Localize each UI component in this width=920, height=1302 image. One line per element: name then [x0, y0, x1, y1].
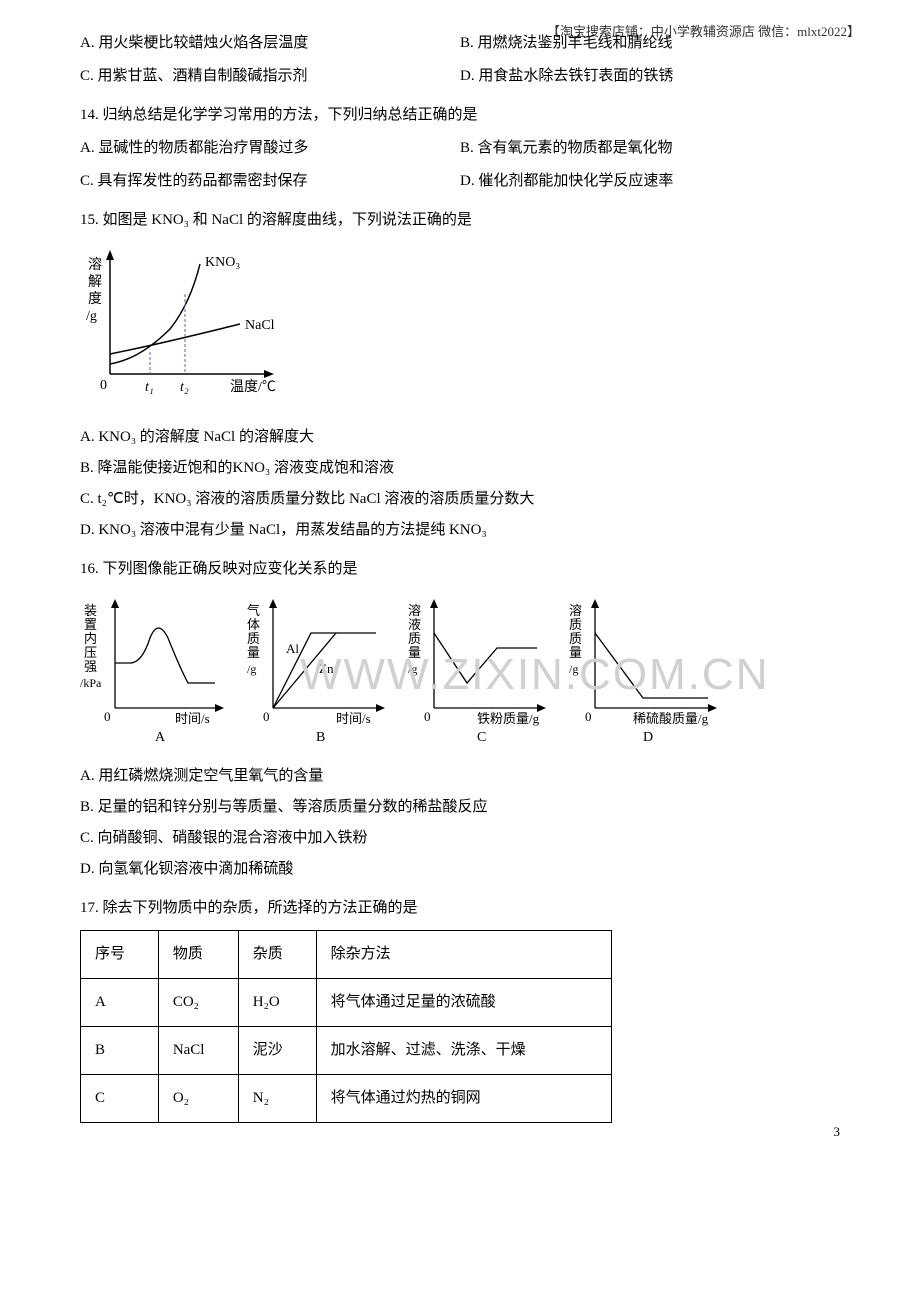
th-substance: 物质: [158, 931, 238, 979]
svg-text:度: 度: [88, 291, 102, 307]
svg-text:0: 0: [424, 709, 431, 724]
svg-text:0: 0: [263, 709, 270, 724]
q15-t2: t₂: [180, 380, 189, 395]
q16-option-b: B. 足量的铝和锌分别与等质量、等溶质质量分数的稀盐酸反应: [80, 794, 840, 821]
q15-option-a: A. KNO₃ 的溶解度 NaCl 的溶解度大: [80, 424, 840, 451]
svg-text:C: C: [477, 730, 486, 745]
svg-text:压: 压: [84, 645, 97, 660]
q16-chart-c: 溶 液 质 量 /g 0 铁粉质量/g C: [402, 593, 557, 753]
svg-text:量: 量: [569, 645, 582, 660]
svg-text:液: 液: [408, 617, 421, 632]
svg-text:装: 装: [84, 603, 97, 618]
svg-text:Al: Al: [286, 641, 299, 656]
svg-text:时间/s: 时间/s: [336, 711, 371, 726]
q15-option-d: D. KNO₃ 溶液中混有少量 NaCl，用蒸发结晶的方法提纯 KNO₃: [80, 517, 840, 544]
q14-options-row1: A. 显碱性的物质都能治疗胃酸过多 B. 含有氧元素的物质都是氧化物: [80, 135, 840, 162]
q14-option-c: C. 具有挥发性的药品都需密封保存: [80, 168, 460, 195]
svg-text:体: 体: [247, 617, 260, 632]
cell: C: [81, 1075, 159, 1123]
svg-text:稀硫酸质量/g: 稀硫酸质量/g: [633, 711, 709, 726]
svg-text:量: 量: [408, 645, 421, 660]
cell: O₂: [158, 1075, 238, 1123]
q14-options-row2: C. 具有挥发性的药品都需密封保存 D. 催化剂都能加快化学反应速率: [80, 168, 840, 195]
svg-text:溶: 溶: [569, 603, 582, 618]
q14-option-a: A. 显碱性的物质都能治疗胃酸过多: [80, 135, 460, 162]
q16-option-a: A. 用红磷燃烧测定空气里氧气的含量: [80, 763, 840, 790]
q13-options-row2: C. 用紫甘蓝、酒精自制酸碱指示剂 D. 用食盐水除去铁钉表面的铁锈: [80, 63, 840, 90]
q15-option-b: B. 降温能使接近饱和的KNO₃ 溶液变成饱和溶液: [80, 455, 840, 482]
svg-text:溶: 溶: [408, 603, 421, 618]
svg-text:置: 置: [84, 617, 97, 632]
q16-chart-d: 溶 质 质 量 /g 0 稀硫酸质量/g D: [563, 593, 733, 753]
cell: 将气体通过足量的浓硫酸: [316, 979, 611, 1027]
svg-text:解: 解: [88, 274, 102, 290]
table-row: A CO₂ H₂O 将气体通过足量的浓硫酸: [81, 979, 612, 1027]
table-row: C O₂ N₂ 将气体通过灼热的铜网: [81, 1075, 612, 1123]
svg-text:时间/s: 时间/s: [175, 711, 210, 726]
table-header-row: 序号 物质 杂质 除杂方法: [81, 931, 612, 979]
svg-text:/g: /g: [86, 309, 97, 324]
q16-option-d: D. 向氢氧化钡溶液中滴加稀硫酸: [80, 856, 840, 883]
svg-text:D: D: [643, 730, 653, 745]
svg-text:质: 质: [569, 631, 582, 646]
th-seq: 序号: [81, 931, 159, 979]
cell: N₂: [238, 1075, 316, 1123]
svg-text:0: 0: [585, 709, 592, 724]
q15-stem: 15. 如图是 KNO₃ 和 NaCl 的溶解度曲线，下列说法正确的是: [80, 207, 840, 234]
page-number: 3: [834, 1120, 841, 1143]
svg-text:铁粉质量/g: 铁粉质量/g: [477, 711, 540, 726]
q14-option-b: B. 含有氧元素的物质都是氧化物: [460, 135, 840, 162]
cell: NaCl: [158, 1027, 238, 1075]
svg-text:/g: /g: [408, 662, 417, 676]
table-row: B NaCl 泥沙 加水溶解、过滤、洗涤、干燥: [81, 1027, 612, 1075]
cell: CO₂: [158, 979, 238, 1027]
svg-text:/g: /g: [247, 662, 256, 676]
q16-chart-a: 装 置 内 压 强 /kPa 0 时间/s A: [80, 593, 235, 753]
q14-option-d: D. 催化剂都能加快化学反应速率: [460, 168, 840, 195]
q17-table: 序号 物质 杂质 除杂方法 A CO₂ H₂O 将气体通过足量的浓硫酸 B Na…: [80, 930, 612, 1123]
q16-charts: 装 置 内 压 强 /kPa 0 时间/s A 气 体 质 量 /g Al Zn…: [80, 593, 840, 753]
q14-stem: 14. 归纳总结是化学学习常用的方法，下列归纳总结正确的是: [80, 102, 840, 129]
q15-option-c: C. t₂℃时，KNO₃ 溶液的溶质质量分数比 NaCl 溶液的溶质质量分数大: [80, 486, 840, 513]
q15-nacl-label: NaCl: [245, 318, 275, 333]
q13-option-a: A. 用火柴梗比较蜡烛火焰各层温度: [80, 30, 460, 57]
q13-option-b: B. 用燃烧法鉴别羊毛线和腈纶线: [460, 30, 840, 57]
q17-stem: 17. 除去下列物质中的杂质，所选择的方法正确的是: [80, 895, 840, 922]
q16-option-c: C. 向硝酸铜、硝酸银的混合溶液中加入铁粉: [80, 825, 840, 852]
cell: 泥沙: [238, 1027, 316, 1075]
svg-text:质: 质: [247, 631, 260, 646]
q15-ylabel-1: 溶: [88, 257, 102, 273]
cell: H₂O: [238, 979, 316, 1027]
cell: 加水溶解、过滤、洗涤、干燥: [316, 1027, 611, 1075]
q15-chart: 溶 解 度 /g 温度/℃ 0 NaCl KNO₃ t₁ t₂: [80, 244, 840, 414]
cell: A: [81, 979, 159, 1027]
svg-text:气: 气: [247, 603, 260, 618]
q13-options-row1: A. 用火柴梗比较蜡烛火焰各层温度 B. 用燃烧法鉴别羊毛线和腈纶线: [80, 30, 840, 57]
th-method: 除杂方法: [316, 931, 611, 979]
q15-xlabel: 温度/℃: [230, 379, 276, 395]
q13-option-c: C. 用紫甘蓝、酒精自制酸碱指示剂: [80, 63, 460, 90]
svg-text:内: 内: [84, 631, 97, 646]
svg-text:强: 强: [84, 659, 97, 674]
svg-text:质: 质: [569, 617, 582, 632]
q16-chart-b: 气 体 质 量 /g Al Zn 0 时间/s B: [241, 593, 396, 753]
svg-text:A: A: [155, 730, 166, 745]
cell: 将气体通过灼热的铜网: [316, 1075, 611, 1123]
svg-text:/kPa: /kPa: [80, 676, 102, 690]
q16-stem: 16. 下列图像能正确反映对应变化关系的是: [80, 556, 840, 583]
svg-text:0: 0: [104, 709, 111, 724]
cell: B: [81, 1027, 159, 1075]
q15-kno3-label: KNO₃: [205, 255, 240, 270]
svg-text:质: 质: [408, 631, 421, 646]
svg-text:B: B: [316, 730, 325, 745]
svg-text:Zn: Zn: [319, 661, 334, 676]
svg-text:量: 量: [247, 645, 260, 660]
q15-t1: t₁: [145, 380, 154, 395]
svg-text:/g: /g: [569, 662, 578, 676]
q13-option-d: D. 用食盐水除去铁钉表面的铁锈: [460, 63, 840, 90]
q15-origin: 0: [100, 378, 107, 393]
th-impurity: 杂质: [238, 931, 316, 979]
